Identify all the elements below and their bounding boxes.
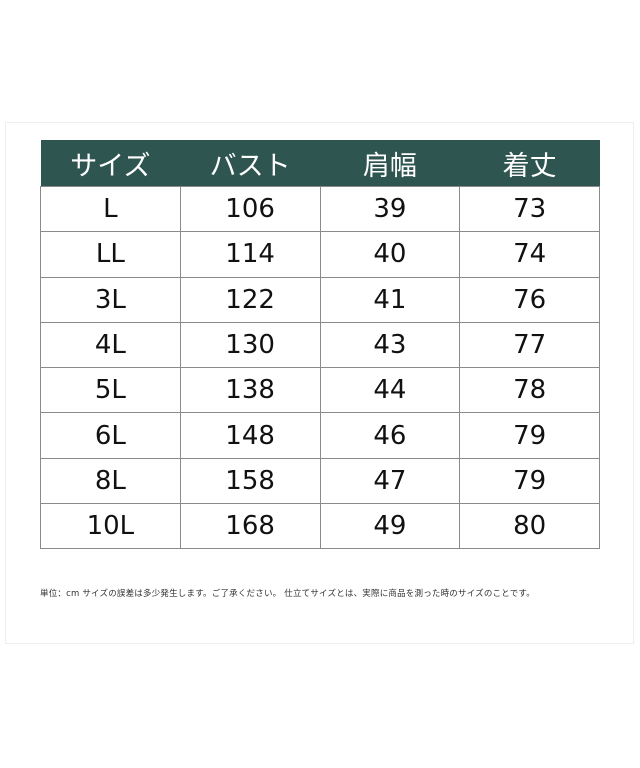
table-cell: 44 xyxy=(319,367,461,414)
table-cell: 46 xyxy=(319,412,461,459)
table-cell: 73 xyxy=(459,185,600,233)
table-row: LL 114 40 74 xyxy=(40,231,600,278)
table-cell: 79 xyxy=(459,412,600,459)
table-row: 5L 138 44 78 xyxy=(40,367,600,414)
table-cell: 77 xyxy=(459,321,600,369)
table-cell: 43 xyxy=(319,321,461,369)
table-row: L 106 39 73 xyxy=(40,185,600,233)
table-cell: 39 xyxy=(319,185,461,233)
column-header: 着丈 xyxy=(459,140,600,187)
column-header: サイズ xyxy=(40,140,181,187)
table-cell: 10L xyxy=(40,503,181,550)
table-cell: 8L xyxy=(40,457,181,505)
column-header: 肩幅 xyxy=(320,140,460,187)
table-cell: 138 xyxy=(179,367,321,414)
table-cell: 79 xyxy=(459,457,600,505)
chart-frame xyxy=(5,122,634,644)
table-cell: 74 xyxy=(459,231,600,278)
table-cell: 148 xyxy=(179,412,321,459)
table-row: 3L 122 41 76 xyxy=(40,276,600,323)
table-row: 4L 130 43 77 xyxy=(40,321,600,369)
table-cell: 80 xyxy=(459,503,600,550)
table-cell: 49 xyxy=(319,503,461,550)
header-row: サイズ バスト 肩幅 着丈 xyxy=(40,140,600,187)
table-cell: 40 xyxy=(319,231,461,278)
table-cell: L xyxy=(40,185,181,233)
table-cell: 41 xyxy=(319,276,461,323)
table-cell: LL xyxy=(40,231,181,278)
table-cell: 106 xyxy=(179,185,321,233)
table-cell: 168 xyxy=(179,503,321,550)
table-cell: 5L xyxy=(40,367,181,414)
table-row: 8L 158 47 79 xyxy=(40,457,600,505)
table-row: 10L 168 49 80 xyxy=(40,503,600,550)
footnote: 単位：cm サイズの誤差は多少発生します。ご了承ください。 仕立てサイズとは、実… xyxy=(40,589,535,599)
table-cell: 122 xyxy=(179,276,321,323)
column-header: バスト xyxy=(180,140,320,187)
table-cell: 76 xyxy=(459,276,600,323)
table-cell: 78 xyxy=(459,367,600,414)
table-cell: 158 xyxy=(179,457,321,505)
table-cell: 47 xyxy=(319,457,461,505)
table-cell: 6L xyxy=(40,412,181,459)
table-cell: 3L xyxy=(40,276,181,323)
table-cell: 114 xyxy=(179,231,321,278)
table-row: 6L 148 46 79 xyxy=(40,412,600,459)
table-cell: 4L xyxy=(40,321,181,369)
table-cell: 130 xyxy=(179,321,321,369)
size-table: サイズ バスト 肩幅 着丈 L 106 39 73 LL 114 40 74 3L 122 41 76 4L 1… xyxy=(40,140,600,550)
